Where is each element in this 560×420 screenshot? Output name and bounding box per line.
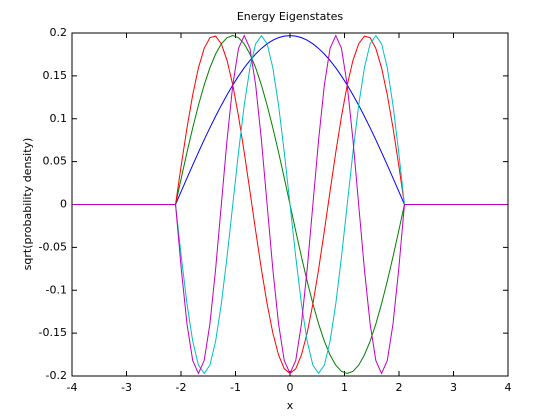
x-axis-label: x — [287, 399, 294, 412]
y-tick-label: -0.2 — [46, 369, 67, 382]
y-tick-label: 0 — [60, 198, 67, 211]
x-tick-label: 3 — [450, 381, 457, 394]
x-tick-label: -4 — [67, 381, 78, 394]
y-tick-label: 0.05 — [43, 155, 68, 168]
y-tick-label: 0.2 — [50, 26, 68, 39]
axes-box — [71, 32, 509, 377]
y-tick-label: 0.15 — [43, 69, 68, 82]
y-axis-label: sqrt(probability density) — [21, 138, 34, 271]
y-tick-label: -0.05 — [39, 240, 67, 253]
series-line — [72, 35, 508, 205]
y-tick-label: -0.1 — [46, 283, 67, 296]
x-tick-label: 2 — [396, 381, 403, 394]
series-line — [72, 34, 508, 375]
x-tick-label: 4 — [505, 381, 512, 394]
x-tick-label: 1 — [341, 381, 348, 394]
y-tick-label: -0.15 — [39, 326, 67, 339]
chart-title: Energy Eigenstates — [237, 10, 344, 23]
x-tick-label: -1 — [230, 381, 241, 394]
x-tick-label: -2 — [176, 381, 187, 394]
x-tick-label: 0 — [287, 381, 294, 394]
x-tick-label: -3 — [121, 381, 132, 394]
y-tick-label: 0.1 — [50, 112, 68, 125]
series-line — [72, 34, 508, 375]
